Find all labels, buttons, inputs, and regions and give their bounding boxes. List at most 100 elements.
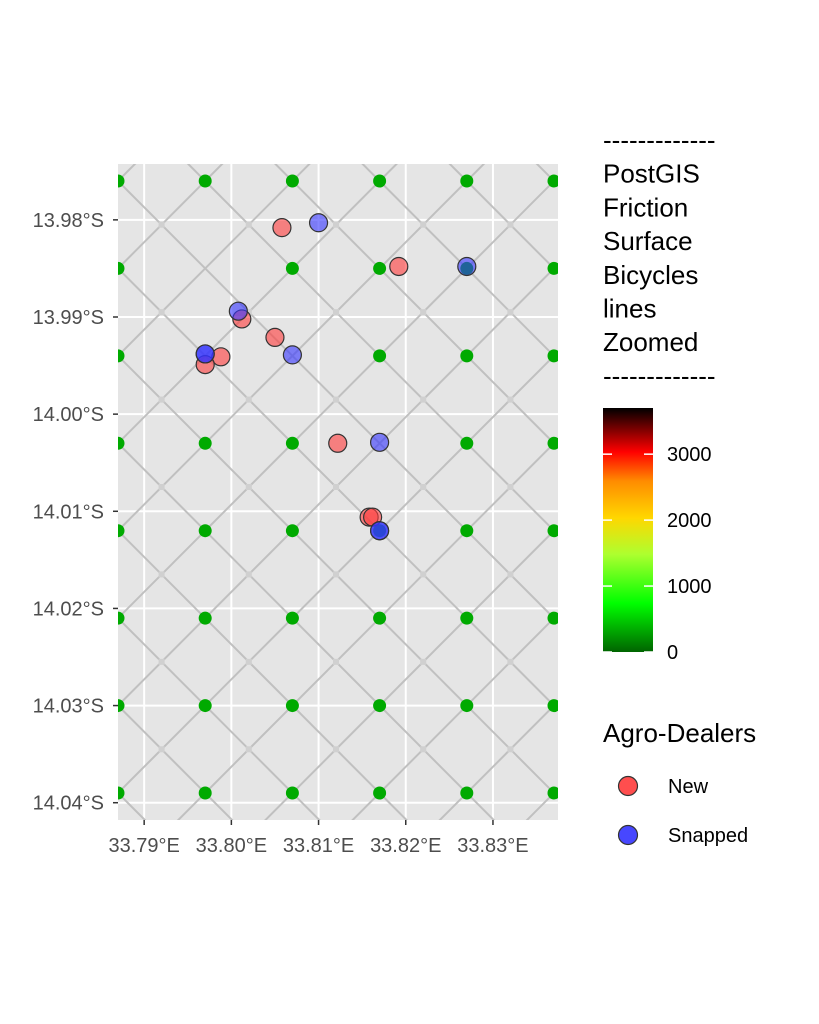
network-node xyxy=(460,174,474,188)
colorbar-gradient xyxy=(603,408,653,652)
network-node xyxy=(373,174,387,188)
y-tick-label: 13.98°S xyxy=(33,210,104,232)
lattice-junction xyxy=(158,658,165,665)
lattice-junction xyxy=(595,659,601,665)
network-node xyxy=(198,611,212,625)
lattice-junction xyxy=(420,396,427,403)
network-node xyxy=(547,786,558,800)
snapped-dealer-point xyxy=(282,345,302,365)
network-node xyxy=(547,524,558,538)
network-node xyxy=(547,611,558,625)
network-node xyxy=(285,174,299,188)
lattice-junction xyxy=(420,746,427,753)
new-dealer-point xyxy=(265,327,285,347)
lattice-junction xyxy=(245,309,252,316)
colorbar-title-line: ------------- xyxy=(603,125,716,155)
network-node xyxy=(460,786,474,800)
network-node xyxy=(547,436,558,450)
lattice-junction xyxy=(245,658,252,665)
network-node xyxy=(118,786,125,800)
colorbar-tick-label: 2000 xyxy=(667,510,712,532)
colorbar-title-line: Surface xyxy=(603,226,693,256)
lattice-junction xyxy=(507,484,514,490)
colorbar-title-line: lines xyxy=(603,294,656,324)
lattice-junction xyxy=(595,484,601,490)
lattice-junction xyxy=(333,746,339,753)
legend-key-new xyxy=(617,775,639,797)
lattice-junction xyxy=(507,746,514,753)
network-node xyxy=(285,524,299,538)
x-tick-label: 33.82°E xyxy=(370,835,441,857)
colorbar-ticks: 0 1000 2000 3000 xyxy=(603,444,712,664)
lattice-junction xyxy=(420,221,427,228)
legend: Agro-Dealers New Snapped xyxy=(603,718,756,847)
network-node xyxy=(460,436,474,450)
y-tick-label: 14.03°S xyxy=(33,696,104,718)
snapped-dealer-point xyxy=(228,301,248,321)
network-node xyxy=(460,699,474,713)
colorbar-tick-label: 3000 xyxy=(667,444,712,466)
x-tick-label: 33.83°E xyxy=(457,835,528,857)
legend-label: New xyxy=(668,776,709,798)
colorbar-title-line: PostGIS xyxy=(603,159,700,189)
lattice-junction xyxy=(507,309,514,316)
legend-items: New Snapped xyxy=(617,775,748,847)
lattice-junction xyxy=(595,397,601,403)
network-node xyxy=(118,699,125,713)
lattice-junction xyxy=(245,484,252,490)
network-node xyxy=(198,174,212,188)
x-tick-label: 33.80°E xyxy=(196,835,267,857)
network-node xyxy=(285,436,299,450)
network-node xyxy=(373,261,387,275)
network-node xyxy=(118,524,125,538)
x-tick-label: 33.81°E xyxy=(283,835,354,857)
network-node xyxy=(547,174,558,188)
lattice-junction xyxy=(158,396,165,403)
y-tick-label: 14.01°S xyxy=(33,501,104,523)
friction-line xyxy=(0,0,31,1024)
lattice-junction xyxy=(158,571,165,578)
new-dealer-point xyxy=(328,433,348,453)
new-dealer-point xyxy=(272,218,292,238)
lattice-junction xyxy=(595,222,601,228)
y-tick-label: 13.99°S xyxy=(33,307,104,329)
lattice-junction xyxy=(245,396,252,403)
lattice-junction xyxy=(245,221,252,228)
friction-line xyxy=(728,0,819,1024)
y-tick-label: 14.04°S xyxy=(33,793,104,815)
network-node xyxy=(198,524,212,538)
agro-dealer-points xyxy=(195,213,477,541)
network-node xyxy=(198,699,212,713)
network-node xyxy=(460,524,474,538)
network-node xyxy=(547,261,558,275)
lattice-junction xyxy=(595,309,601,315)
network-node xyxy=(373,611,387,625)
lattice-junction xyxy=(333,484,339,490)
lattice-junction xyxy=(158,221,165,228)
lattice-junction xyxy=(507,221,514,228)
lattice-junction xyxy=(595,746,601,752)
network-node xyxy=(285,261,299,275)
network-node xyxy=(547,349,558,363)
colorbar-title-line: Zoomed xyxy=(603,327,698,357)
snapped-dealer-point xyxy=(457,256,477,277)
lattice-junction xyxy=(595,834,601,840)
lattice-junction xyxy=(595,571,601,577)
lattice-junction xyxy=(245,746,252,753)
lattice-junction xyxy=(507,396,514,403)
lattice-junction xyxy=(333,571,339,578)
colorbar-title-line: Friction xyxy=(603,192,688,222)
network-node xyxy=(285,699,299,713)
friction-line xyxy=(816,0,819,1024)
network-node xyxy=(285,786,299,800)
lattice-junction xyxy=(333,658,339,665)
colorbar-tick-label: 1000 xyxy=(667,576,712,598)
network-node xyxy=(118,174,125,188)
lattice-junction xyxy=(245,571,252,578)
legend-key-snapped xyxy=(617,824,639,846)
network-node xyxy=(285,611,299,625)
